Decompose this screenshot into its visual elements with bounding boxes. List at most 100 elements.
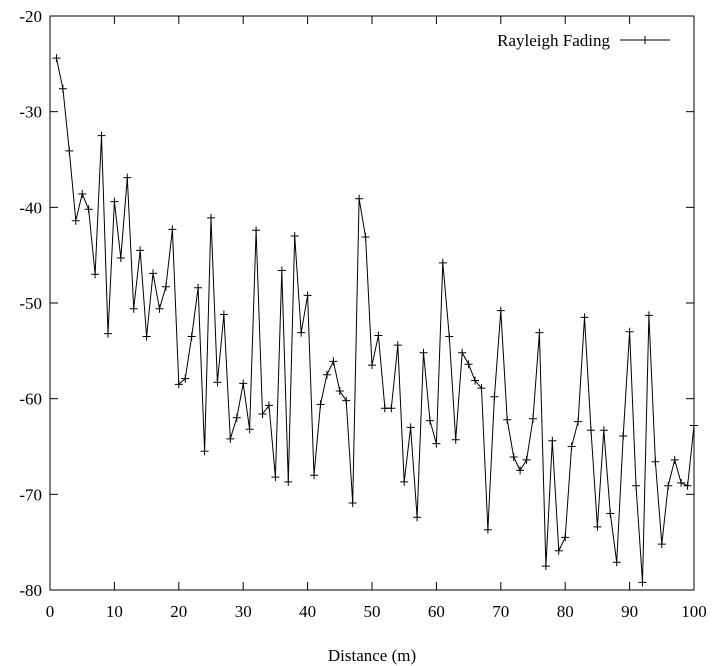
data-point bbox=[297, 328, 306, 337]
data-point bbox=[529, 414, 537, 423]
data-point bbox=[644, 311, 653, 320]
data-point bbox=[496, 306, 505, 315]
data-point bbox=[65, 146, 74, 155]
data-point bbox=[116, 254, 125, 263]
data-point bbox=[194, 283, 203, 292]
data-point bbox=[277, 266, 286, 275]
data-point bbox=[657, 540, 666, 549]
data-point bbox=[638, 578, 647, 587]
series-line bbox=[55, 57, 695, 583]
data-point bbox=[316, 400, 325, 409]
data-point bbox=[264, 401, 273, 410]
data-point bbox=[226, 434, 235, 443]
plot-frame bbox=[49, 15, 695, 591]
x-tick-label: 40 bbox=[299, 602, 316, 621]
data-point bbox=[387, 404, 396, 413]
data-point bbox=[200, 447, 209, 456]
x-tick-label: 100 bbox=[681, 602, 707, 621]
x-tick-label: 50 bbox=[364, 602, 381, 621]
data-point bbox=[400, 477, 409, 486]
data-point bbox=[522, 455, 531, 464]
x-axis-label: Distance (m) bbox=[328, 646, 416, 665]
data-point bbox=[664, 481, 673, 490]
y-tick-label: -70 bbox=[19, 485, 42, 504]
data-point bbox=[625, 327, 634, 336]
data-point bbox=[419, 348, 428, 357]
data-point bbox=[477, 384, 486, 393]
data-point bbox=[310, 471, 319, 480]
y-tick-label: -30 bbox=[19, 103, 42, 122]
x-tick-label: 80 bbox=[557, 602, 574, 621]
data-point bbox=[683, 481, 692, 490]
data-point bbox=[606, 509, 615, 518]
data-point bbox=[245, 425, 254, 434]
data-point bbox=[413, 513, 422, 522]
data-point bbox=[586, 426, 595, 435]
data-point bbox=[303, 291, 312, 300]
data-point bbox=[567, 442, 576, 451]
data-point bbox=[168, 225, 177, 234]
data-point bbox=[548, 436, 557, 445]
data-point bbox=[651, 457, 660, 466]
data-point bbox=[258, 409, 267, 418]
data-point bbox=[252, 226, 261, 235]
data-point bbox=[174, 380, 183, 389]
data-point bbox=[78, 189, 87, 198]
x-tick-label: 30 bbox=[235, 602, 252, 621]
data-point bbox=[91, 270, 100, 279]
data-point bbox=[438, 258, 447, 267]
data-point bbox=[329, 357, 338, 366]
data-point bbox=[361, 232, 370, 241]
data-point bbox=[393, 341, 402, 350]
data-point bbox=[335, 387, 344, 396]
data-point bbox=[483, 525, 492, 534]
data-point bbox=[432, 439, 441, 448]
x-tick-label: 70 bbox=[492, 602, 509, 621]
data-point bbox=[490, 392, 499, 401]
data-point bbox=[355, 194, 364, 203]
x-tick-label: 0 bbox=[46, 602, 55, 621]
data-point bbox=[670, 455, 679, 464]
data-point bbox=[574, 417, 583, 426]
data-point bbox=[290, 232, 299, 241]
data-point bbox=[123, 173, 132, 182]
data-point bbox=[97, 131, 106, 140]
data-point bbox=[632, 481, 641, 490]
x-tick-label: 90 bbox=[621, 602, 638, 621]
legend-marker bbox=[641, 36, 649, 44]
y-tick-label: -60 bbox=[19, 390, 42, 409]
data-point bbox=[161, 282, 170, 291]
data-point bbox=[71, 216, 80, 225]
x-tick-label: 20 bbox=[170, 602, 187, 621]
data-point bbox=[232, 413, 241, 422]
legend-label: Rayleigh Fading bbox=[497, 31, 610, 50]
y-tick-label: -80 bbox=[19, 581, 42, 600]
data-point bbox=[374, 331, 383, 340]
data-point bbox=[561, 533, 570, 542]
data-point bbox=[445, 332, 454, 341]
y-tick-label: -40 bbox=[19, 198, 42, 217]
data-point bbox=[271, 473, 280, 482]
data-point bbox=[284, 477, 293, 486]
data-point bbox=[84, 205, 93, 214]
data-point bbox=[599, 426, 608, 435]
data-point bbox=[541, 562, 550, 571]
data-point bbox=[580, 313, 589, 322]
legend: Rayleigh Fading bbox=[497, 31, 670, 50]
data-point bbox=[52, 54, 61, 63]
data-point bbox=[348, 498, 357, 507]
axis-ticks: 0 10 20 30 40 50 60 70 80 90 100 -80 -70 -60 -50 -40 -30… bbox=[19, 7, 706, 621]
data-point bbox=[219, 310, 228, 319]
series-layer bbox=[52, 54, 698, 587]
data-point bbox=[535, 328, 544, 337]
data-point bbox=[239, 379, 248, 388]
data-point bbox=[181, 374, 190, 383]
data-point bbox=[322, 370, 331, 379]
data-point bbox=[612, 558, 621, 567]
data-point bbox=[451, 435, 460, 444]
data-point bbox=[213, 378, 222, 387]
data-point bbox=[516, 466, 525, 475]
data-point bbox=[406, 423, 415, 432]
y-tick-label: -20 bbox=[19, 7, 42, 26]
